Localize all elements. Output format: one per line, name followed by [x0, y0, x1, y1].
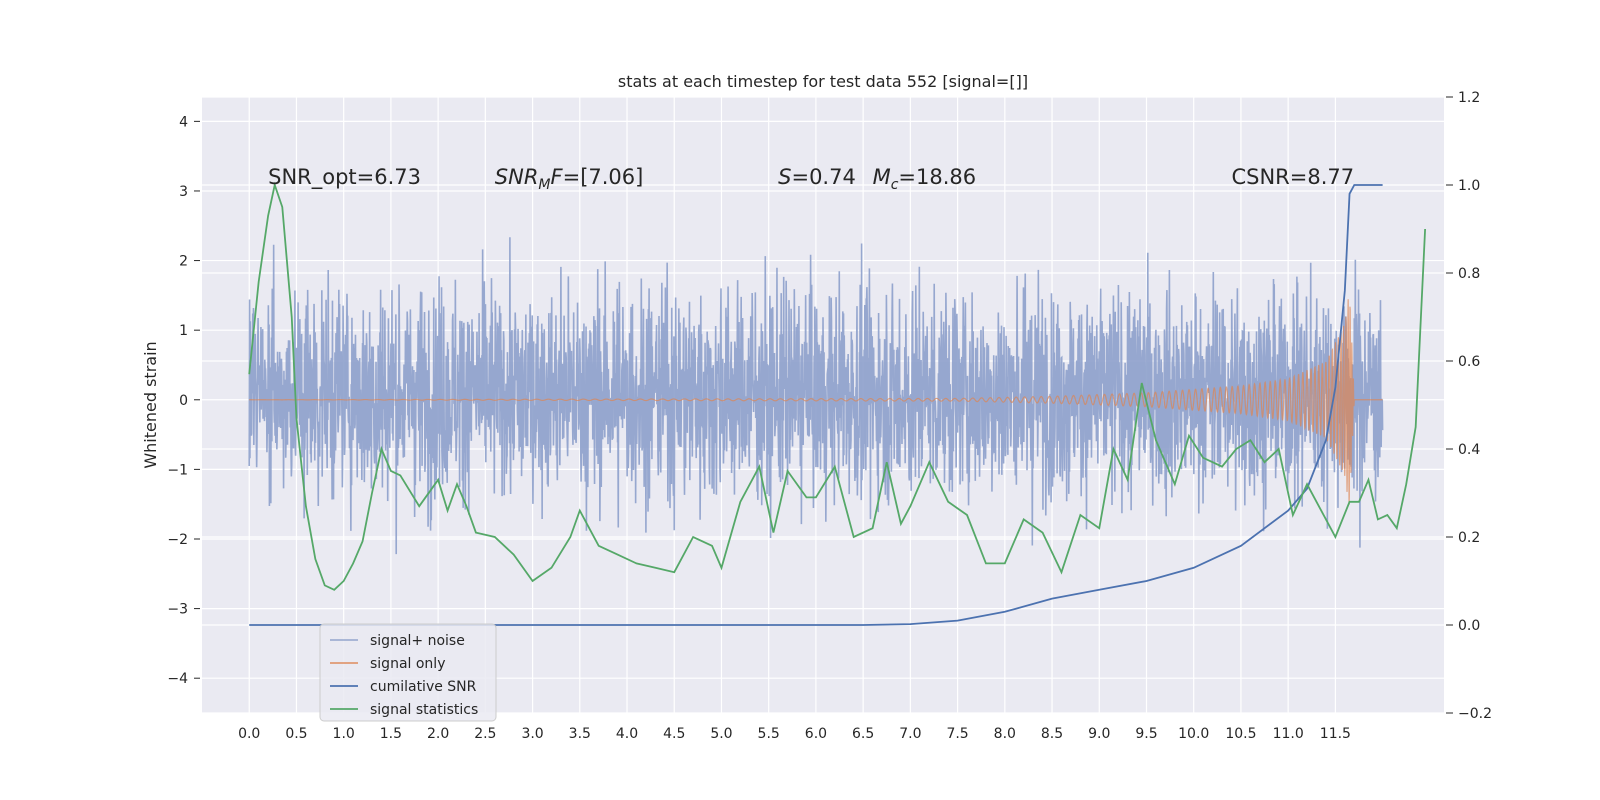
y2-tick-label: −0.2 — [1458, 706, 1492, 722]
x-tick-label: 1.0 — [333, 726, 355, 742]
x-tick-label: 0.0 — [238, 726, 260, 742]
annotation: Mc=18.86 — [873, 165, 977, 193]
x-tick-label: 0.5 — [285, 726, 307, 742]
y2-tick-label: 0.2 — [1458, 530, 1480, 546]
y2-tick-label: 0.4 — [1458, 442, 1480, 458]
legend-box — [319, 623, 497, 722]
y-tick-label: 4 — [179, 114, 188, 130]
chart-title: stats at each timestep for test data 552… — [618, 72, 1028, 91]
annotation: S=0.74 — [778, 165, 856, 189]
x-tick-label: 9.0 — [1088, 726, 1110, 742]
x-tick-label: 10.5 — [1225, 726, 1256, 742]
x-tick-label: 4.0 — [616, 726, 638, 742]
x-tick-label: 5.5 — [758, 726, 780, 742]
x-tick-label: 2.0 — [427, 726, 449, 742]
x-tick-label: 5.0 — [710, 726, 732, 742]
x-tick-label: 3.0 — [521, 726, 543, 742]
x-tick-label: 8.5 — [1041, 726, 1063, 742]
series-signal-only — [249, 299, 1383, 505]
annotations: SNR_opt=6.73 SNRMF=[7.06] S=0.74 Mc=18.86 CS… — [268, 165, 1354, 193]
y2-tick-label: 1.2 — [1458, 90, 1480, 106]
annotation: SNR_opt=6.73 — [268, 165, 421, 190]
annotation: SNRMF=[7.06] — [495, 165, 644, 193]
cumulative-snr-line — [249, 184, 1383, 626]
y-tick-label: 2 — [179, 254, 188, 270]
y-tick-label: −4 — [167, 671, 188, 687]
x-tick-label: 11.5 — [1320, 726, 1351, 742]
legend-label: signal only — [370, 656, 445, 672]
x-tick-label: 1.5 — [380, 726, 402, 742]
x-tick-label: 7.0 — [899, 726, 921, 742]
y-tick-label: −2 — [167, 532, 188, 548]
y-tick-label: −3 — [167, 602, 188, 618]
annotation: CSNR=8.77 — [1231, 165, 1354, 189]
legend-label: signal statistics — [370, 702, 478, 718]
y-axis-label: Whitened strain — [141, 341, 160, 468]
y2-tick-label: 0.8 — [1458, 266, 1480, 282]
y-tick-label: 1 — [179, 323, 188, 339]
x-tick-label: 3.5 — [569, 726, 591, 742]
signal-noise-trace — [248, 237, 1384, 555]
y2-tick-label: 0.0 — [1458, 618, 1480, 634]
x-tick-label: 6.0 — [805, 726, 827, 742]
x-tick-label: 7.5 — [946, 726, 968, 742]
legend-label: signal+ noise — [370, 633, 465, 649]
x-tick-label: 9.5 — [1135, 726, 1157, 742]
x-tick-label: 6.5 — [852, 726, 874, 742]
series-cumulative-snr — [249, 184, 1383, 626]
x-tick-label: 2.5 — [474, 726, 496, 742]
x-tick-label: 4.5 — [663, 726, 685, 742]
signal-only-trace — [249, 299, 1383, 505]
signal-statistics-line — [248, 181, 1427, 591]
y-axis-right: 1.2 1.0 0.8 0.6 0.4 0.2 0.0 −0.2 — [1446, 90, 1492, 722]
y-tick-label: −1 — [167, 462, 188, 478]
x-tick-label: 10.0 — [1178, 726, 1209, 742]
y2-tick-label: 1.0 — [1458, 178, 1480, 194]
y-axis-left: 4 3 2 1 0 −1 −2 −3 −4 — [167, 114, 200, 687]
x-tick-label: 8.0 — [994, 726, 1016, 742]
legend: signal+ noise signal only cumilative SNR si… — [319, 623, 497, 722]
y-tick-label: 3 — [179, 184, 188, 200]
x-tick-label: 11.0 — [1273, 726, 1304, 742]
series-signal-noise — [248, 237, 1384, 555]
y-tick-label: 0 — [179, 393, 188, 409]
series-signal-statistics — [248, 181, 1427, 591]
legend-label: cumilative SNR — [370, 679, 477, 695]
y2-tick-label: 0.6 — [1458, 354, 1480, 370]
x-axis: 0.0 0.5 1.0 1.5 2.0 2.5 3.0 3.5 4.0 4.5 5.0 5.5 6.0 6… — [238, 726, 1351, 742]
